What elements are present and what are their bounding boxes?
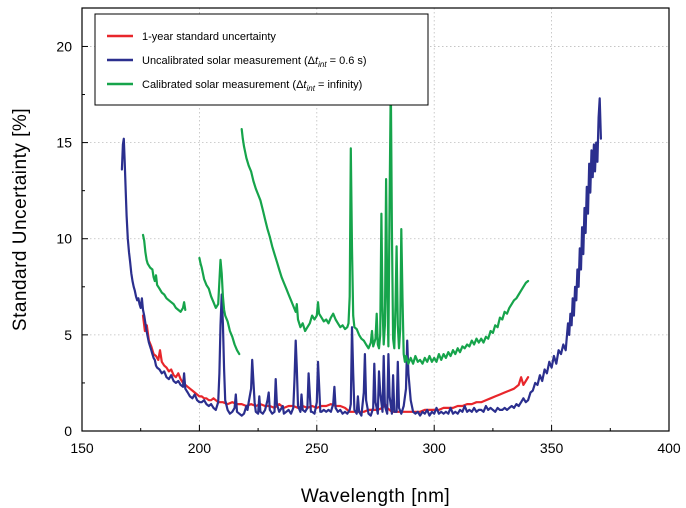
legend: 1-year standard uncertainty Uncalibrated … xyxy=(94,13,429,106)
legend-label: 1-year standard uncertainty xyxy=(142,31,276,43)
legend-label: Uncalibrated solar measurement (Δtint = … xyxy=(142,55,367,69)
x-tick-label: 200 xyxy=(188,440,212,456)
x-tick-label: 150 xyxy=(70,440,94,456)
series-line-3 xyxy=(240,80,530,365)
legend-label: Calibrated solar measurement (Δtint = in… xyxy=(142,79,362,93)
y-axis-title: Standard Uncertainty [%] xyxy=(10,108,31,331)
y-tick-label: 5 xyxy=(64,327,72,343)
legend-box xyxy=(94,13,429,106)
y-tick-label: 0 xyxy=(64,423,72,439)
series-line-2 xyxy=(120,97,602,417)
axis-ticks: 150 200 250 300 350 400 0 5 10 15 20 xyxy=(56,38,680,456)
series-lines xyxy=(120,80,602,417)
x-tick-label: 300 xyxy=(423,440,447,456)
x-tick-label: 400 xyxy=(657,440,681,456)
series-line-3 xyxy=(141,233,187,313)
x-tick-label: 250 xyxy=(305,440,329,456)
y-tick-label: 20 xyxy=(56,38,72,54)
x-axis-title: Wavelength [nm] xyxy=(301,486,450,507)
y-tick-label: 15 xyxy=(56,135,72,151)
grid-lines xyxy=(82,8,669,431)
x-tick-label: 350 xyxy=(540,440,564,456)
series-line-3 xyxy=(198,256,241,356)
y-tick-label: 10 xyxy=(56,231,72,247)
